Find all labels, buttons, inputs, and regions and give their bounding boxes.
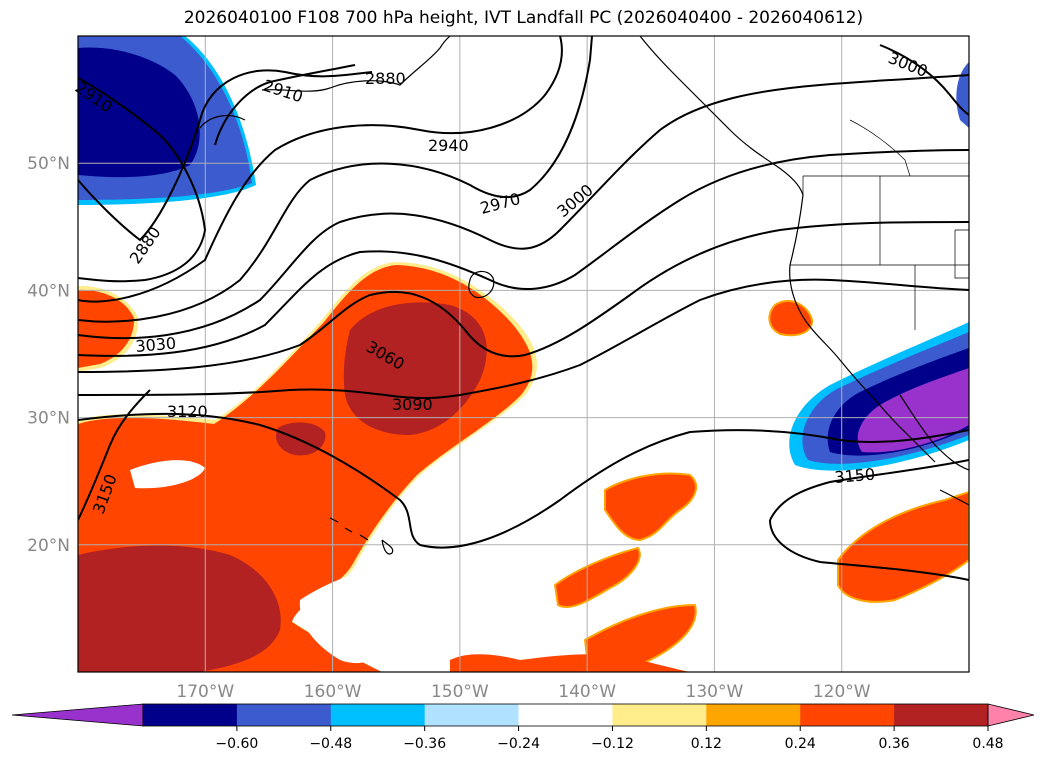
contour-label: 2880 xyxy=(365,69,406,88)
longitude-tick-label: 140°W xyxy=(558,682,616,702)
colorbar-tick-label: −0.36 xyxy=(403,736,446,752)
colorbar-tick-label: 0.36 xyxy=(879,736,910,752)
colorbar-segment xyxy=(424,704,520,726)
latitude-labels: 20°N 30°N 40°N 50°N xyxy=(27,154,70,556)
contour-2940 xyxy=(78,36,563,303)
canada-provinces xyxy=(849,119,911,177)
height-contours xyxy=(78,36,969,581)
colorbar-segment xyxy=(612,704,707,726)
small-island xyxy=(468,270,495,299)
positive-ivt-blob-southeast xyxy=(837,490,969,603)
longitude-labels: 170°W 160°W 150°W 140°W 130°W 120°W xyxy=(176,682,870,702)
colorbar-tick-label: 0.24 xyxy=(785,736,816,752)
negative-ivt-region-northeast xyxy=(956,62,969,128)
hawaii-islands xyxy=(329,517,394,555)
positive-ivt-strip-bottom xyxy=(450,654,690,672)
longitude-tick-label: 130°W xyxy=(686,682,744,702)
longitude-tick-label: 120°W xyxy=(813,682,871,702)
longitude-tick-label: 150°W xyxy=(431,682,489,702)
contour-label: 2910 xyxy=(261,76,306,107)
contour-2910-nw xyxy=(78,77,207,283)
colorbar-segment xyxy=(330,704,426,726)
colorbar-tick-label: −0.24 xyxy=(497,736,540,752)
colorbar-segment xyxy=(236,704,332,726)
longitude-tick-label: 160°W xyxy=(304,682,362,702)
mexico-coast xyxy=(939,489,969,506)
contour-2880 xyxy=(78,69,373,242)
contour-label: 3000 xyxy=(886,48,931,81)
contour-label: 2880 xyxy=(126,223,165,267)
contour-3090 xyxy=(78,278,969,400)
colorbar: −0.60 −0.48 −0.36 −0.24 −0.12 0.12 0.24 0.36 0.4… xyxy=(11,703,1035,752)
contour-3150-east xyxy=(769,459,969,581)
contour-label: 3120 xyxy=(167,402,208,421)
contour-3030 xyxy=(78,149,969,357)
contour-3150 xyxy=(78,389,151,521)
british-columbia-coast xyxy=(639,36,804,196)
latitude-tick-label: 20°N xyxy=(27,536,70,556)
negative-ivt-region-southeast-core xyxy=(857,368,969,453)
colorbar-border xyxy=(142,703,989,727)
contour-label: 2940 xyxy=(428,136,469,155)
colorbar-tick-label: −0.48 xyxy=(309,736,352,752)
colorbar-segment xyxy=(518,704,613,726)
colorbar-tick-label: −0.60 xyxy=(215,736,258,752)
latitude-tick-label: 40°N xyxy=(27,281,70,301)
positive-ivt-region-core xyxy=(343,302,487,435)
positive-ivt-region-west-edge-core xyxy=(78,289,135,368)
contour-3000 xyxy=(78,74,969,340)
colorbar-tick-label: −0.12 xyxy=(591,736,634,752)
colorbar-segment xyxy=(706,704,801,726)
colorbar-tick-label: 0.48 xyxy=(972,736,1003,752)
ivt-filled-field xyxy=(78,36,969,672)
longitude-tick-label: 170°W xyxy=(176,682,234,702)
baja-coast xyxy=(867,391,969,471)
colorbar-extend-high xyxy=(987,703,1035,727)
contour-label: 3030 xyxy=(135,334,177,356)
colorbar-segment xyxy=(143,704,238,726)
graticule xyxy=(78,36,969,672)
latitude-tick-label: 50°N xyxy=(27,154,70,174)
positive-ivt-blob-coast xyxy=(768,300,813,337)
positive-ivt-blob-east-1 xyxy=(604,472,698,542)
positive-ivt-small-core xyxy=(275,422,326,456)
contour-label: 3150 xyxy=(834,465,876,487)
contour-2910-north xyxy=(214,64,356,146)
colorbar-tick-label: 0.12 xyxy=(691,736,722,752)
latitude-tick-label: 30°N xyxy=(27,409,70,429)
neutral-gap-1 xyxy=(130,460,205,489)
coastlines xyxy=(199,36,969,555)
us-state-borders xyxy=(790,175,969,330)
map-frame xyxy=(77,35,970,673)
neutral-gap-2 xyxy=(299,567,421,664)
us-west-coast xyxy=(789,194,869,393)
colorbar-segment xyxy=(894,704,989,726)
contour-3060 xyxy=(78,221,969,373)
positive-ivt-blob-east-2 xyxy=(553,546,641,608)
colorbar-segment xyxy=(800,704,895,726)
contour-3120 xyxy=(78,412,969,549)
contour-2970 xyxy=(78,36,593,323)
contour-3000-ne xyxy=(879,44,969,116)
map-title: 2026040100 F108 700 hPa height, IVT Land… xyxy=(183,8,864,28)
contour-label: 3090 xyxy=(392,395,433,414)
positive-ivt-region-southwest-core xyxy=(78,545,281,672)
colorbar-extend-low xyxy=(11,703,144,727)
